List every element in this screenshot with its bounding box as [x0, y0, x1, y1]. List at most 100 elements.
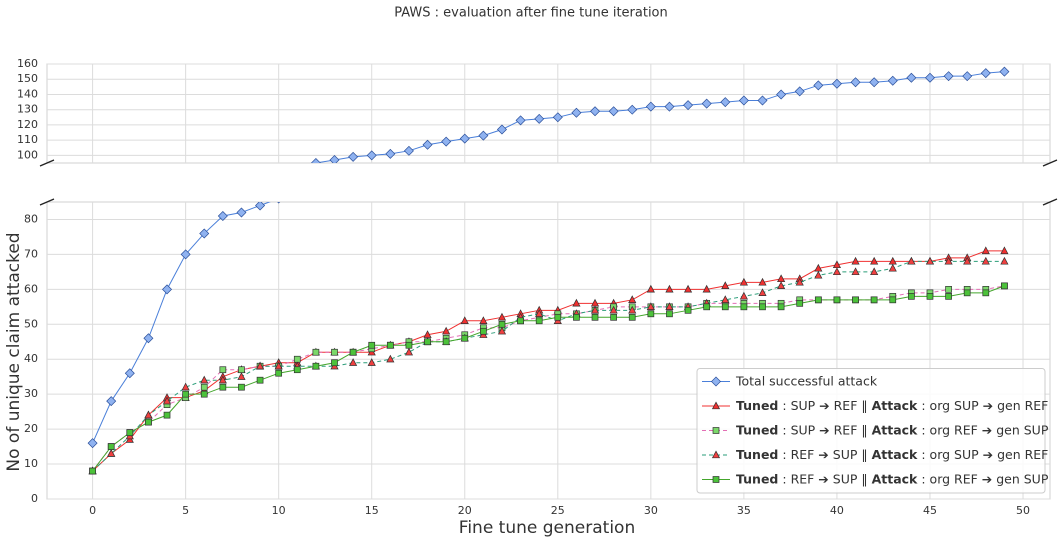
point-holder — [721, 303, 729, 311]
point-holder — [646, 284, 655, 293]
point-holder — [851, 256, 860, 265]
data-point — [403, 145, 414, 156]
data-point — [367, 358, 376, 366]
data-point — [162, 284, 173, 295]
data-point — [870, 296, 878, 304]
data-point — [628, 305, 637, 314]
data-point — [480, 327, 487, 335]
point-holder — [571, 107, 582, 118]
data-point — [945, 286, 952, 293]
data-point — [497, 312, 507, 321]
data-point — [869, 77, 880, 88]
grid: 100 110 120 130 140 150 160 0 10 20 30 40 50 60 70 80 0 5… — [17, 57, 1051, 517]
point-holder — [573, 313, 580, 321]
data-point — [831, 78, 842, 89]
x-tick-label: 5 — [182, 504, 189, 517]
point-holder — [535, 317, 543, 325]
point-holder — [980, 68, 991, 79]
data-point — [740, 303, 748, 311]
data-point — [331, 359, 338, 367]
data-point — [777, 281, 786, 290]
legend-label: Total successful attack — [735, 373, 878, 388]
y-tick-label: 160 — [17, 57, 38, 70]
point-holder — [739, 291, 748, 300]
data-point — [609, 305, 618, 314]
data-point — [256, 376, 264, 384]
point-holder — [981, 256, 990, 265]
data-point — [666, 310, 673, 318]
data-point — [665, 284, 674, 293]
point-holder — [721, 281, 730, 290]
data-point — [943, 71, 954, 82]
data-point — [757, 95, 768, 106]
data-point — [627, 104, 638, 115]
data-point — [163, 411, 171, 419]
data-point — [515, 115, 526, 126]
data-point — [404, 347, 414, 356]
point-holder — [628, 295, 637, 303]
point-holder — [758, 288, 767, 296]
point-holder — [945, 292, 952, 300]
point-holder — [850, 77, 861, 88]
point-holder — [106, 396, 117, 407]
plot-area — [87, 66, 1010, 475]
data-point — [386, 341, 394, 349]
point-holder — [1000, 256, 1009, 265]
data-point — [255, 202, 266, 211]
legend-label: Tuned : SUP ➔ REF ‖ Attack : org SUP ➔ g… — [736, 398, 1048, 413]
data-point — [889, 296, 897, 304]
data-point — [646, 302, 655, 310]
point-holder — [498, 320, 506, 328]
data-point — [573, 313, 580, 321]
data-point — [963, 256, 972, 265]
point-holder — [442, 338, 450, 346]
point-holder — [331, 348, 338, 356]
data-point — [385, 148, 396, 159]
point-holder — [814, 270, 823, 279]
point-holder — [312, 348, 320, 356]
point-holder — [833, 296, 841, 304]
point-holder — [609, 305, 618, 314]
data-point — [832, 267, 842, 276]
series-panel — [92, 260, 1005, 472]
x-tick-label: 35 — [737, 504, 751, 517]
point-holder — [275, 369, 283, 377]
data-point — [554, 313, 562, 321]
data-point — [479, 316, 488, 324]
data-point — [851, 267, 860, 276]
data-point — [461, 334, 469, 342]
data-point — [645, 101, 656, 112]
data-point — [422, 139, 433, 150]
data-point — [610, 313, 617, 321]
point-holder — [665, 284, 674, 293]
point-holder — [478, 130, 489, 141]
point-holder — [496, 124, 507, 135]
point-holder — [721, 295, 730, 303]
point-holder — [869, 77, 880, 88]
data-point — [1001, 282, 1008, 290]
point-holder — [255, 361, 265, 370]
point-holder — [460, 316, 469, 324]
point-holder — [461, 334, 469, 342]
data-point — [906, 72, 917, 83]
point-holder — [200, 390, 208, 398]
y-tick-label: 150 — [17, 72, 38, 85]
y-tick-label: 70 — [24, 247, 38, 260]
point-holder — [107, 443, 115, 450]
point-holder — [293, 366, 301, 374]
data-point — [236, 207, 247, 218]
point-holder — [312, 362, 320, 370]
data-point — [664, 101, 675, 112]
data-point — [535, 309, 544, 317]
data-point — [238, 366, 245, 374]
y-tick-label: 120 — [17, 118, 38, 131]
point-holder — [403, 145, 414, 156]
point-holder — [182, 390, 189, 398]
point-holder — [424, 338, 431, 346]
point-holder — [795, 277, 804, 286]
point-holder — [887, 75, 898, 86]
point-holder — [442, 326, 451, 335]
data-point — [498, 320, 506, 328]
data-point — [405, 341, 413, 349]
